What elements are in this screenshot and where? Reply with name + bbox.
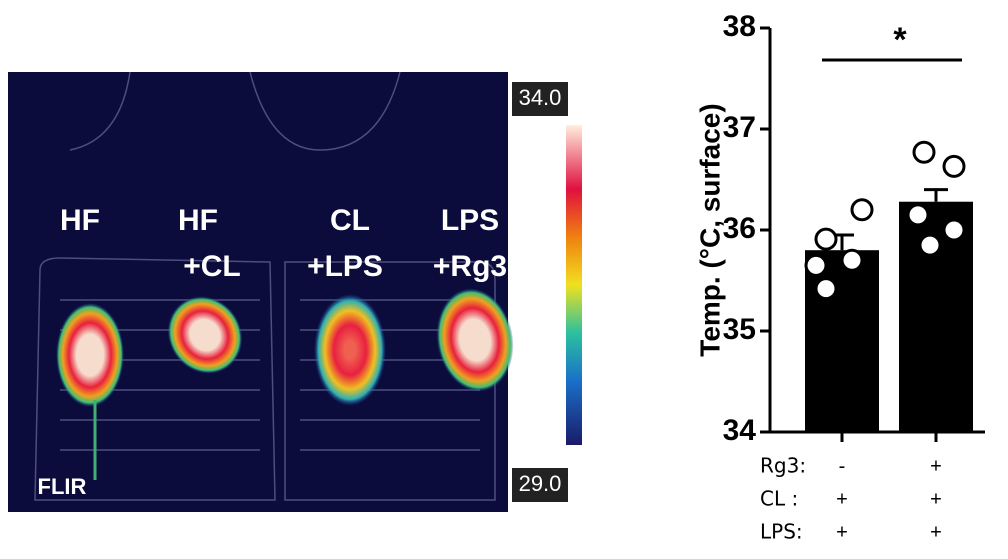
condition-cell: - <box>839 455 846 477</box>
data-point <box>814 227 838 251</box>
scale-min: 29.0 <box>519 471 562 496</box>
cage-lines <box>34 71 496 501</box>
condition-cell: + <box>930 455 942 477</box>
scale-max: 34.0 <box>519 85 562 110</box>
condition-cell: + <box>836 488 848 510</box>
condition-cell: + <box>930 521 942 543</box>
scale-box <box>512 82 568 116</box>
sample-label: +Rg3 <box>433 250 507 283</box>
y-axis-title: Temp. (°C, surface) <box>694 103 725 356</box>
sample-label: CL <box>330 204 370 237</box>
mouse-heat <box>436 288 514 392</box>
condition-label: Rg3: <box>760 454 806 478</box>
sample-label: HF <box>178 204 218 237</box>
data-point <box>942 154 966 178</box>
sample-label: +LPS <box>307 250 383 283</box>
color-scale <box>566 125 582 445</box>
data-point <box>906 203 930 227</box>
condition-cell: + <box>930 488 942 510</box>
sample-label: +CL <box>183 250 241 283</box>
scale-box <box>512 468 568 502</box>
brand: FLIR <box>38 474 87 499</box>
bar <box>805 250 879 432</box>
data-point <box>912 140 936 164</box>
y-tick-label: 38 <box>723 10 756 43</box>
sample-label: LPS <box>441 204 499 237</box>
data-point <box>918 233 942 257</box>
y-tick-label: 34 <box>723 414 757 447</box>
data-point <box>840 248 864 272</box>
mouse-heat <box>167 296 243 374</box>
thermal-image: 34.0 29.0 FLIR HF HF +CL CL +LPS LPS +Rg… <box>8 71 582 512</box>
data-point <box>850 198 874 222</box>
condition-label: CL : <box>760 487 798 511</box>
data-point <box>814 277 838 301</box>
mouse-heat <box>314 294 386 406</box>
y-tick-label: 37 <box>723 111 756 144</box>
sample-label: HF <box>60 204 100 237</box>
data-point <box>942 218 966 242</box>
mouse-heat <box>56 303 124 407</box>
y-tick-label: 36 <box>723 212 756 245</box>
y-tick-label: 35 <box>723 313 756 346</box>
condition-label: LPS: <box>760 520 803 544</box>
data-point <box>804 253 828 277</box>
image-bg <box>8 72 508 512</box>
condition-cell: + <box>836 521 848 543</box>
bar-chart: Temp. (°C, surface) 34 35 36 37 38 * Rg3: - + CL … <box>694 10 985 544</box>
significance-mark: * <box>893 21 907 59</box>
